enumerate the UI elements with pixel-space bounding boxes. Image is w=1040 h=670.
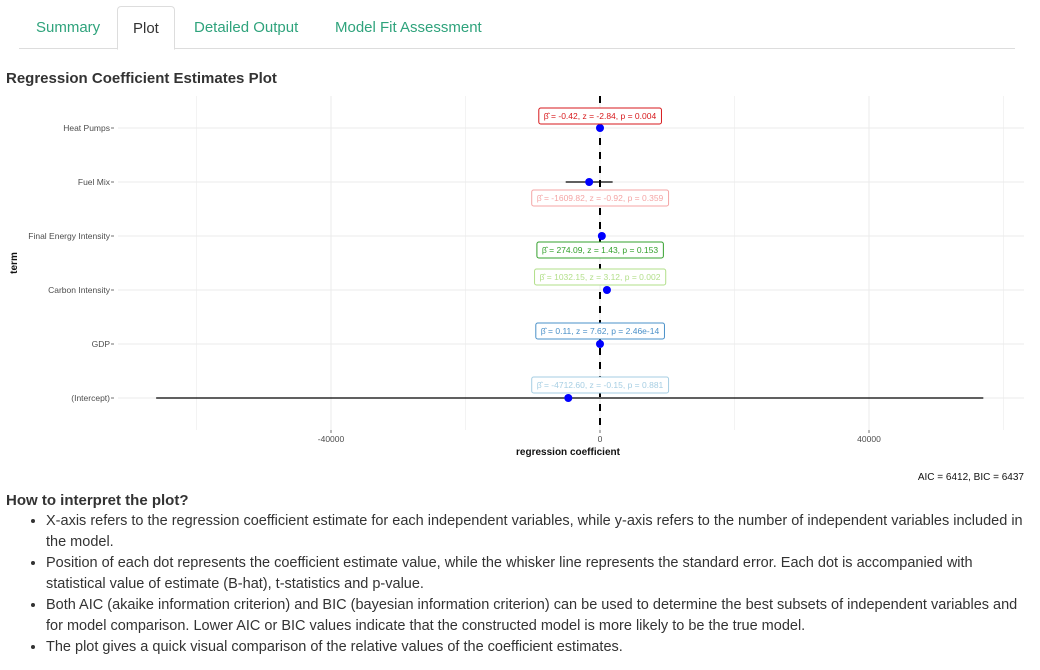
estimate-label: β̂ = -4712.60, z = -0.15, p = 0.881 [531,376,670,394]
x-tick-label: 0 [598,434,603,444]
x-axis-title: regression coefficient [516,447,621,458]
help-list: X-axis refers to the regression coeffici… [26,511,1026,658]
estimate-label-text: β̂ = -0.42, z = -2.84, p = 0.004 [544,111,657,121]
help-item: The plot gives a quick visual comparison… [46,637,1026,658]
tab-model-fit-assessment[interactable]: Model Fit Assessment [335,19,482,36]
estimate-point [597,232,606,240]
x-tick-label: 40000 [857,434,881,444]
x-tick-label: -40000 [318,434,345,444]
tab-plot[interactable]: Plot [117,6,175,50]
y-tick-label: (Intercept) [71,393,110,403]
estimate-label-box [534,268,667,286]
tab-bar: Summary Plot Detailed Output Model Fit A… [19,6,1015,50]
estimate-label-box [531,376,670,394]
estimate-point [602,286,611,294]
tab-detailed-output[interactable]: Detailed Output [194,19,299,36]
help-title: How to interpret the plot? [6,492,189,509]
estimate-label-box [538,107,662,125]
aic-bic-text: AIC = 6412, BIC = 6437 [917,472,1024,483]
estimate-label-text: β̂ = -4712.60, z = -0.15, p = 0.881 [537,380,664,390]
estimate-point [585,178,594,186]
estimate-label: β̂ = 0.11, z = 7.62, p = 2.46e-14 [535,322,665,340]
estimate-label-box [531,189,670,207]
estimate-label: β̂ = 274.09, z = 1.43, p = 0.153 [536,241,664,259]
y-tick-label: Fuel Mix [78,177,111,187]
coefficient-plot: Heat Pumps Fuel Mix Final Energy Intensity… [9,96,1024,458]
help-item: X-axis refers to the regression coeffici… [46,511,1026,553]
estimate-label-box [536,241,664,259]
estimate-label: β̂ = -1609.82, z = -0.92, p = 0.359 [531,189,670,207]
estimate-label-text: β̂ = -1609.82, z = -0.92, p = 0.359 [537,193,664,203]
y-tick-label: Final Energy Intensity [28,231,110,241]
estimate-label-text: β̂ = 0.11, z = 7.62, p = 2.46e-14 [541,326,660,336]
y-tick-label: Heat Pumps [63,123,110,133]
estimate-label-text: β̂ = 274.09, z = 1.43, p = 0.153 [542,245,658,255]
estimate-label: β̂ = -0.42, z = -2.84, p = 0.004 [538,107,662,125]
estimate-point [564,394,573,402]
help-item: Both AIC (akaike information criterion) … [46,595,1026,637]
y-tick-label: Carbon Intensity [48,285,111,295]
estimate-point [596,340,605,348]
estimate-label-box [535,322,665,340]
estimate-label-text: β̂ = 1032.15, z = 3.12, p = 0.002 [540,272,661,282]
y-tick-label: GDP [92,339,111,349]
y-axis-title: term [9,252,20,274]
section-title: Regression Coefficient Estimates Plot [6,70,277,87]
tab-summary[interactable]: Summary [36,19,101,36]
estimate-point [595,124,604,132]
estimate-label: β̂ = 1032.15, z = 3.12, p = 0.002 [534,268,667,286]
help-item: Position of each dot represents the coef… [46,553,1026,595]
